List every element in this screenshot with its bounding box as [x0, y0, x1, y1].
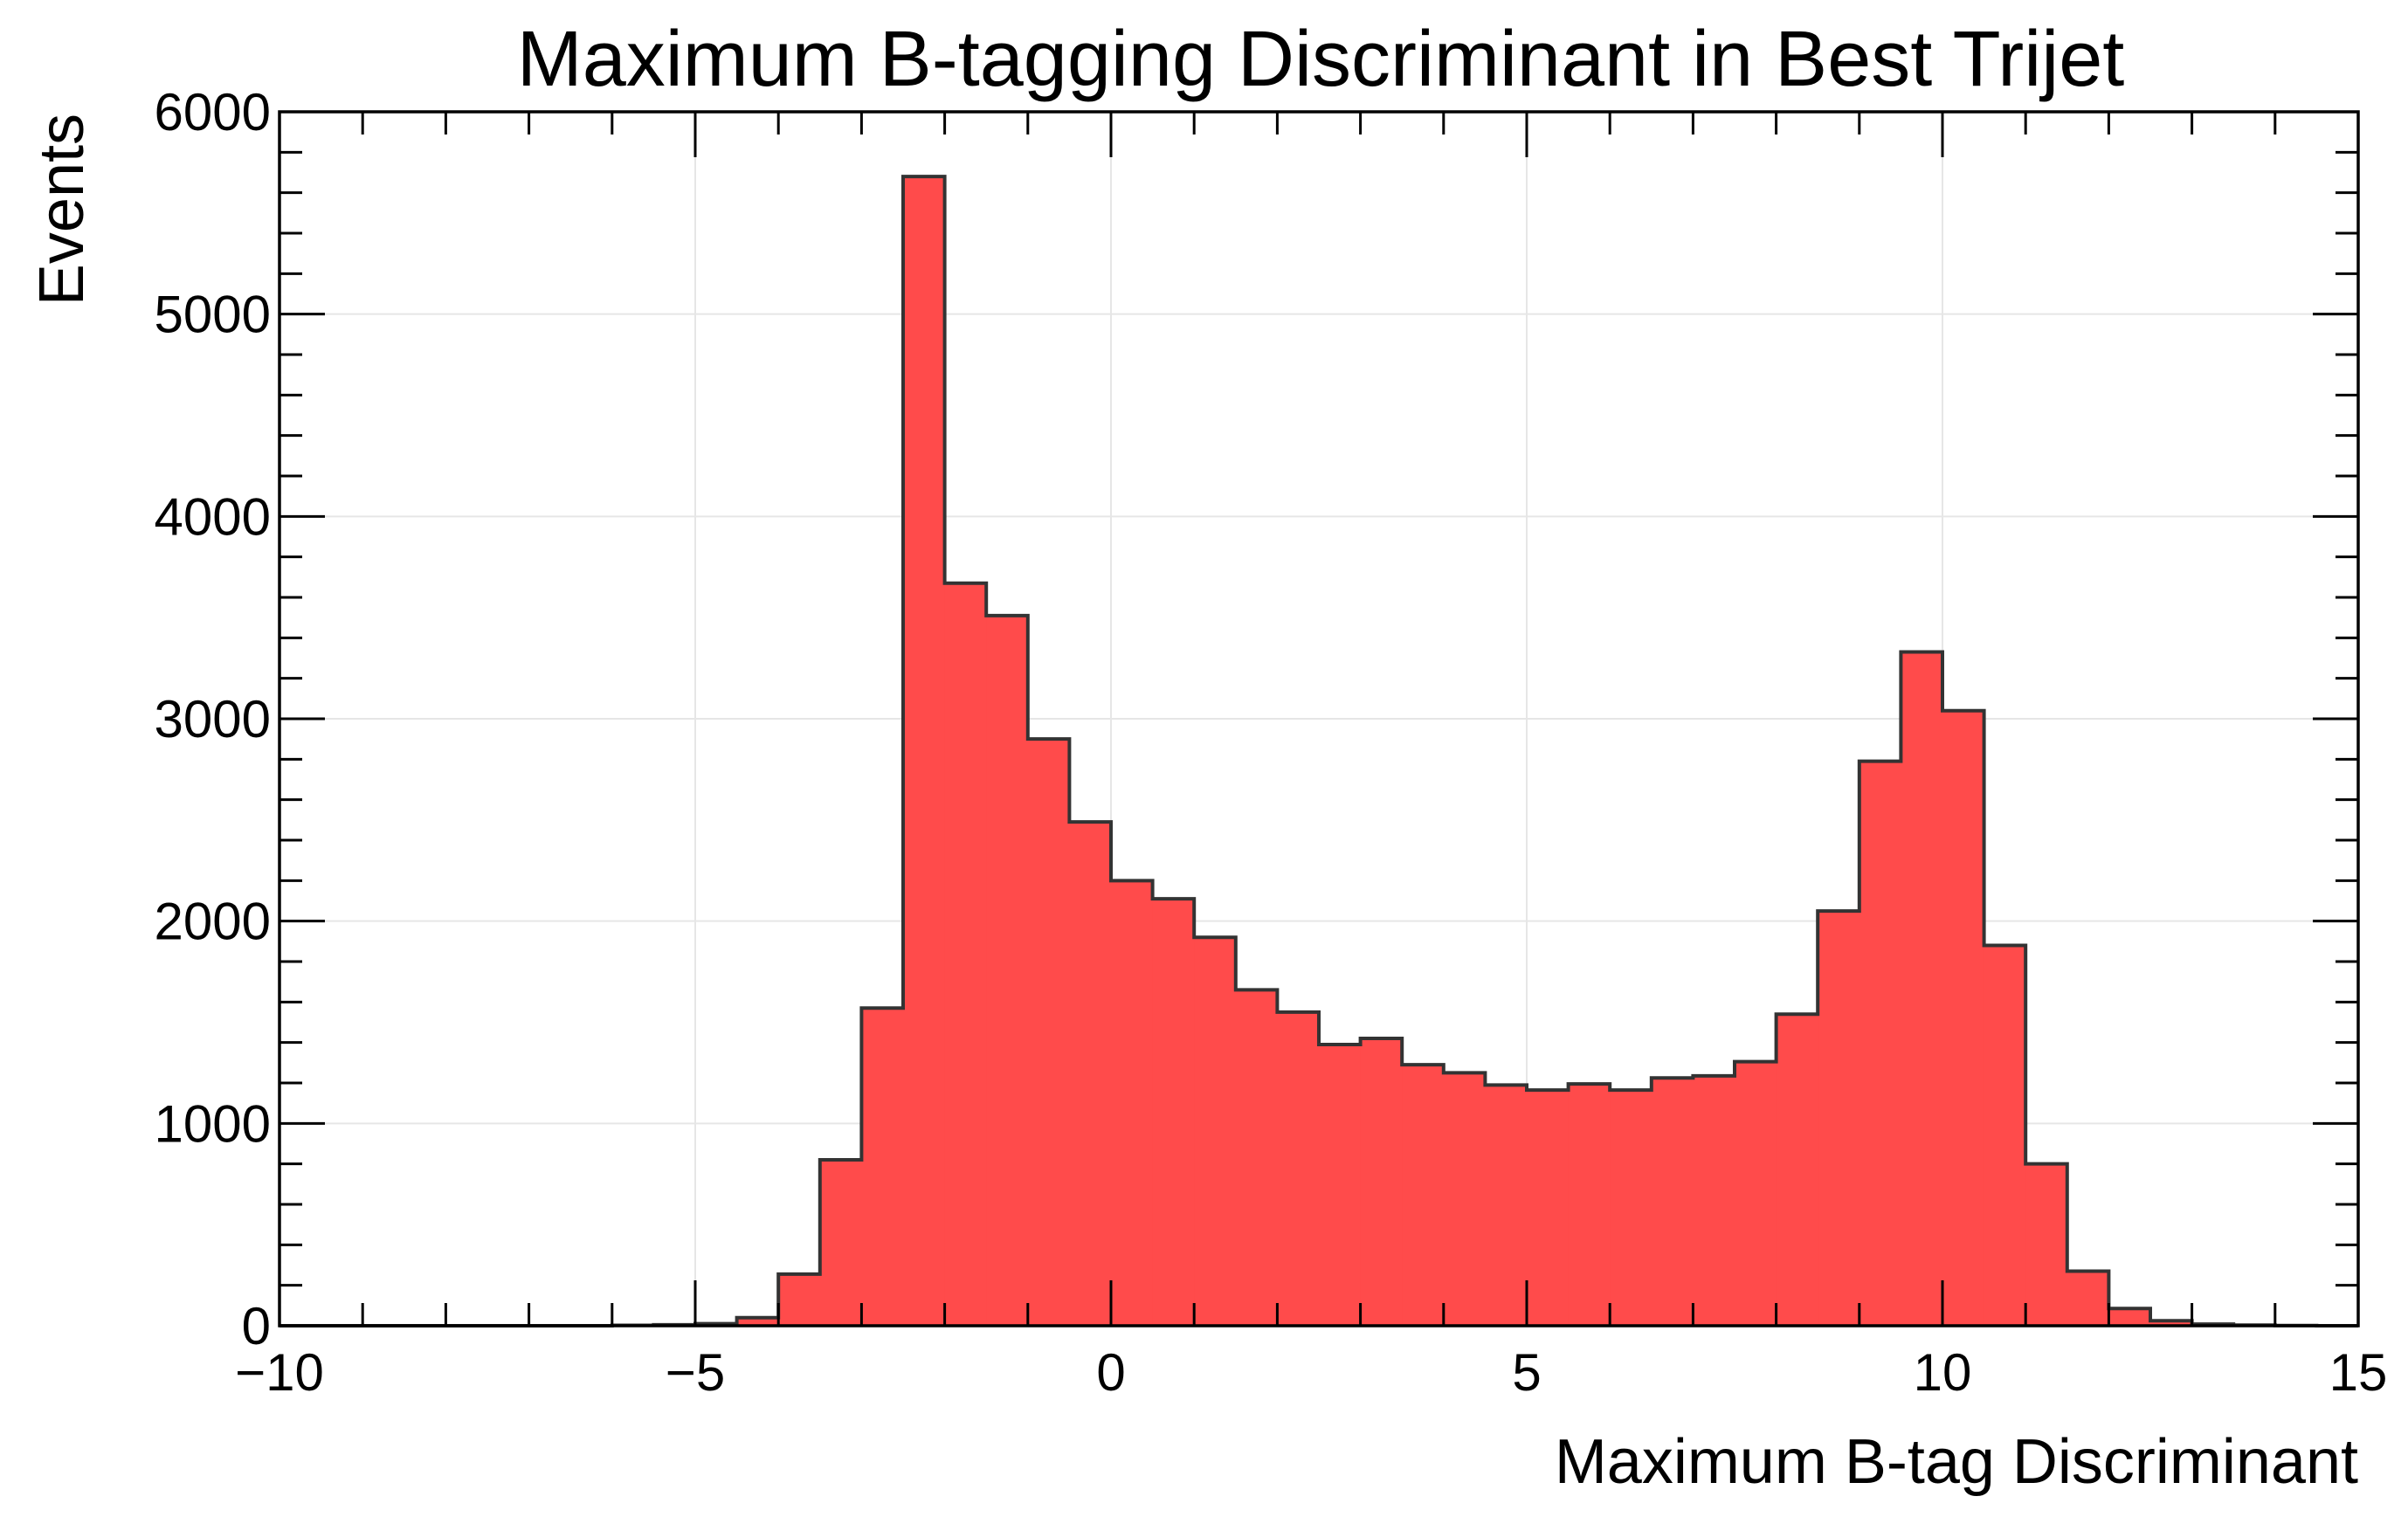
histogram-bar	[1360, 1038, 1403, 1326]
x-tick-label: −10	[235, 1343, 324, 1402]
histogram-bar	[1859, 761, 1901, 1326]
histogram-bar	[1319, 1044, 1362, 1326]
histogram-bar	[1984, 945, 2026, 1326]
histogram-bar	[903, 176, 946, 1327]
histogram-bar	[1942, 710, 1985, 1326]
axis-ticks	[278, 110, 2360, 1327]
histogram-bar	[2066, 1271, 2109, 1326]
x-tick-label: 5	[1512, 1343, 1541, 1402]
y-tick-label: 5000	[155, 286, 271, 344]
histogram-bar	[1901, 652, 1943, 1326]
histogram-bar	[819, 1160, 862, 1326]
x-tick-labels: −10 −5 0 5 10 15	[235, 1343, 2387, 1402]
y-tick-label: 6000	[155, 83, 271, 141]
histogram-bar	[1651, 1078, 1694, 1326]
y-tick-label: 4000	[155, 487, 271, 546]
y-tick-label: 2000	[155, 893, 271, 951]
y-tick-label: 0	[242, 1297, 271, 1355]
histogram-bar	[1735, 1061, 1777, 1326]
chart-title: Maximum B-tagging Discriminant in Best T…	[517, 16, 2125, 103]
histogram-bar	[1111, 880, 1154, 1326]
y-axis-label: Events	[27, 114, 97, 306]
x-tick-label: 0	[1096, 1343, 1125, 1402]
histogram-bar	[2150, 1321, 2193, 1326]
y-tick-label: 3000	[155, 690, 271, 748]
x-tick-label: 10	[1914, 1343, 1972, 1402]
histogram-bar	[1610, 1090, 1652, 1326]
x-tick-label: 15	[2329, 1343, 2388, 1402]
histogram-bar	[1402, 1065, 1445, 1326]
x-tick-label: −5	[666, 1343, 725, 1402]
y-tick-label: 1000	[155, 1094, 271, 1153]
histogram-bars	[611, 176, 2317, 1327]
histogram-bar	[1818, 911, 1860, 1326]
histogram-bar	[736, 1317, 779, 1326]
histogram-bar	[1693, 1075, 1735, 1326]
x-axis-label: Maximum B-tag Discriminant	[1555, 1427, 2358, 1497]
histogram-bar	[1776, 1014, 1818, 1326]
histogram-bar	[986, 615, 1029, 1326]
histogram-bar	[1568, 1084, 1611, 1326]
histogram-bar	[1027, 739, 1070, 1326]
histogram-outline	[279, 175, 2358, 1327]
histogram-bar	[1485, 1085, 1528, 1326]
histogram-bar	[1194, 937, 1237, 1326]
histogram-bar	[1277, 1011, 1320, 1326]
histogram-bar	[1069, 822, 1112, 1326]
histogram-bar	[778, 1273, 821, 1326]
histogram-bar	[2108, 1308, 2151, 1326]
histogram-bar	[861, 1008, 904, 1326]
histogram-bar	[1527, 1090, 1570, 1326]
histogram-bar	[1152, 899, 1195, 1326]
histogram-bar	[944, 583, 987, 1326]
histogram-bar	[2025, 1163, 2068, 1326]
histogram-bar	[1235, 990, 1278, 1326]
y-tick-labels: 0 1000 2000 3000 4000 5000 6000	[155, 83, 271, 1355]
histogram-bar	[1443, 1072, 1486, 1326]
